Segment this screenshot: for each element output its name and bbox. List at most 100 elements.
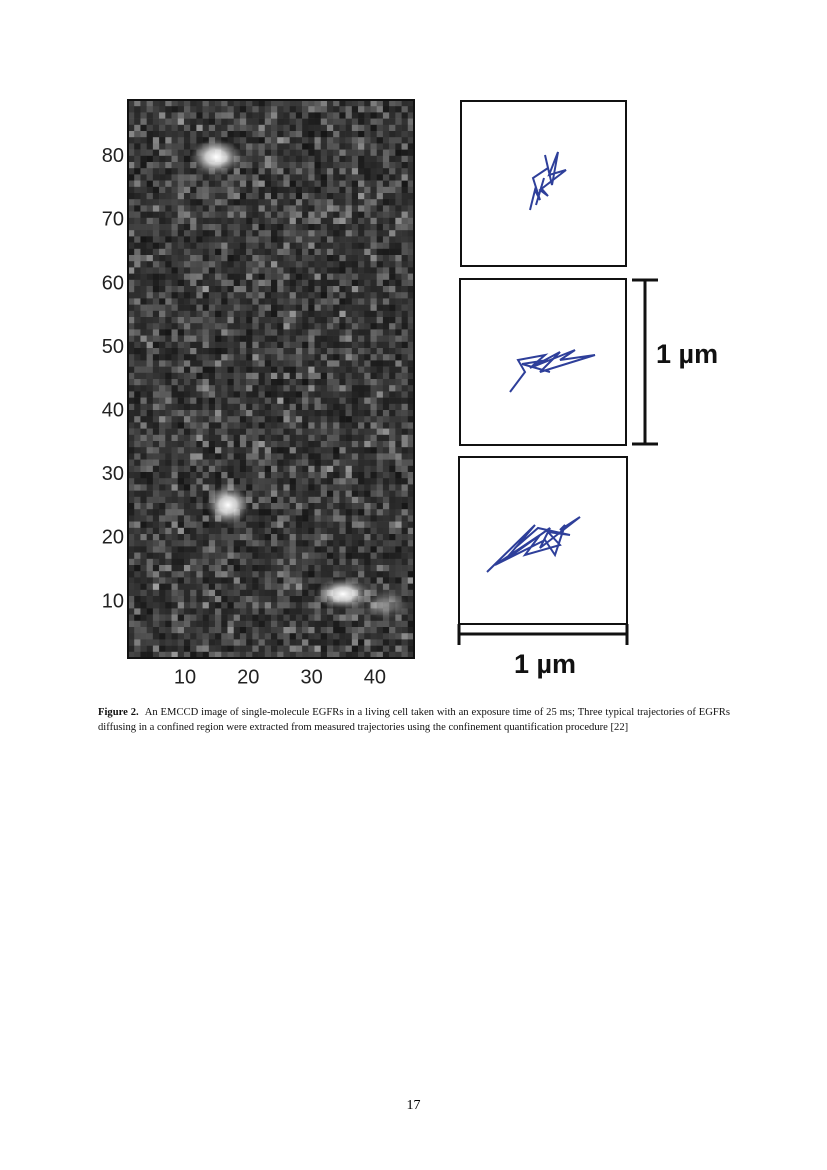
pixel (339, 267, 346, 274)
pixel (283, 583, 290, 591)
pixel (128, 509, 135, 516)
pixel (183, 503, 191, 510)
pixel (382, 292, 390, 299)
pixel (128, 596, 135, 603)
pixel (128, 527, 135, 535)
pixel (358, 453, 365, 460)
pixel (183, 441, 191, 448)
pixel (382, 341, 390, 349)
pixel (134, 410, 141, 417)
pixel (271, 651, 278, 659)
pixel (283, 552, 290, 560)
pixel (183, 118, 191, 126)
pixel (389, 379, 396, 386)
pixel (295, 174, 303, 181)
pixel (401, 459, 409, 467)
pixel (177, 168, 185, 175)
pixel (345, 372, 353, 380)
pixel (227, 137, 234, 144)
pixel (183, 261, 191, 268)
pixel (376, 639, 384, 646)
pixel (271, 496, 278, 504)
pixel (382, 397, 390, 405)
pixel (202, 645, 210, 653)
pixel (233, 217, 241, 225)
pixel (320, 478, 328, 485)
pixel (246, 645, 253, 653)
pixel (134, 633, 141, 640)
pixel (196, 416, 203, 423)
pixel (183, 459, 191, 467)
pixel (177, 292, 185, 299)
pixel (196, 242, 203, 250)
pixel (239, 441, 247, 448)
pixel (314, 162, 322, 169)
pixel (339, 149, 346, 157)
pixel (364, 509, 371, 516)
pixel (333, 279, 340, 287)
pixel (358, 100, 365, 107)
pixel (382, 304, 390, 312)
pixel (382, 515, 390, 522)
pixel (277, 484, 284, 491)
pixel (183, 224, 191, 231)
pixel (171, 304, 179, 312)
pixel (308, 273, 315, 281)
pixel (295, 422, 303, 429)
pixel (358, 614, 365, 622)
pixel (196, 441, 203, 448)
pixel (351, 515, 359, 522)
pixel (190, 614, 197, 622)
pixel (351, 217, 359, 225)
pixel (333, 354, 340, 361)
pixel (345, 248, 353, 256)
pixel (196, 484, 203, 491)
pixel (407, 348, 415, 355)
pixel (302, 472, 309, 479)
pixel (370, 124, 377, 132)
pixel (221, 602, 228, 609)
pixel (190, 267, 197, 274)
pixel (258, 341, 266, 349)
pixel (289, 174, 297, 181)
pixel (339, 639, 346, 646)
pixel (171, 441, 179, 448)
pixel (351, 372, 359, 380)
pixel (134, 391, 141, 398)
pixel (320, 100, 328, 107)
pixel (239, 608, 247, 615)
pixel (258, 596, 266, 603)
pixel (277, 354, 284, 361)
pixel (252, 286, 259, 293)
pixel (208, 441, 216, 448)
pixel (264, 496, 272, 504)
pixel (128, 403, 135, 411)
pixel (314, 193, 322, 200)
pixel (314, 100, 322, 107)
pixel (208, 292, 216, 299)
pixel (183, 379, 191, 386)
pixel (152, 162, 160, 169)
pixel (221, 230, 228, 237)
pixel (382, 137, 390, 144)
pixel (221, 292, 228, 299)
pixel (277, 174, 284, 181)
pixel (370, 478, 377, 485)
pixel (314, 428, 322, 436)
pixel (165, 416, 172, 423)
pixel (314, 571, 322, 578)
pixel (382, 651, 390, 659)
pixel (183, 422, 191, 429)
pixel (370, 558, 377, 566)
pixel (239, 558, 247, 566)
pixel (277, 137, 284, 144)
pixel (351, 162, 359, 169)
pixel (190, 211, 197, 219)
pixel (376, 459, 384, 467)
pixel (358, 372, 365, 380)
pixel (140, 242, 147, 250)
pixel (159, 168, 166, 175)
pixel (326, 385, 334, 392)
pixel (128, 577, 135, 584)
